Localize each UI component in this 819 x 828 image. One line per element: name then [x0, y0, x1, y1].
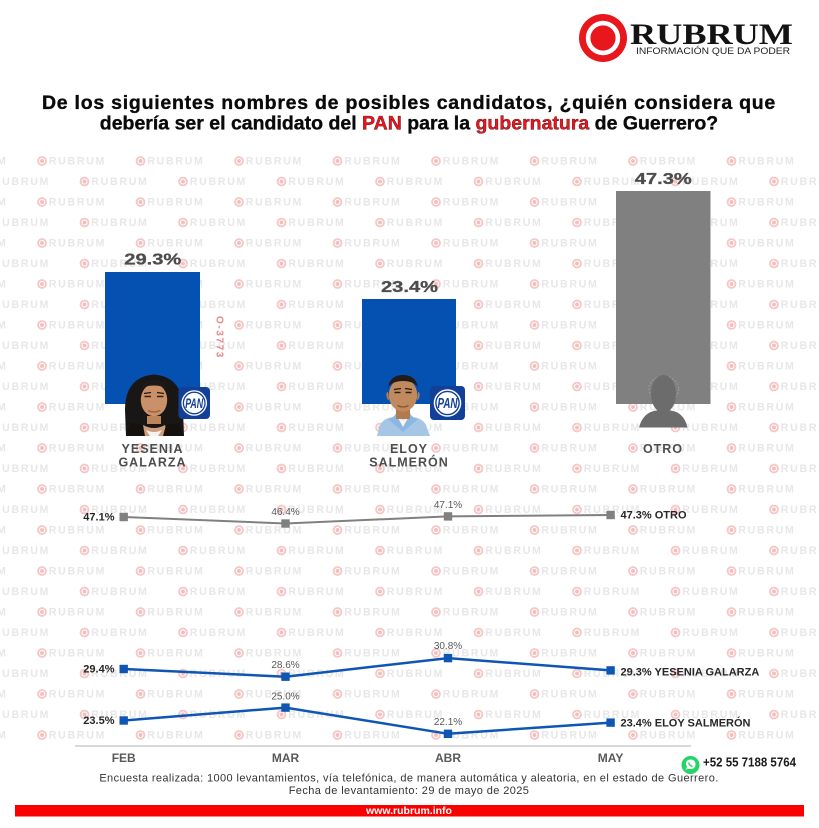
svg-text:Fecha de levantamiento: 29 de: Fecha de levantamiento: 29 de mayo de 20…	[289, 785, 530, 797]
svg-text:PAN: PAN	[438, 395, 459, 412]
svg-text:GALARZA: GALARZA	[118, 456, 186, 470]
svg-text:MAY: MAY	[598, 751, 624, 765]
svg-text:www.rubrum.info: www.rubrum.info	[365, 805, 452, 817]
svg-text:ELOY: ELOY	[390, 442, 428, 456]
svg-text:47.3% OTRO: 47.3% OTRO	[621, 510, 687, 522]
svg-text:YESENIA: YESENIA	[122, 442, 184, 456]
svg-text:30.8%: 30.8%	[434, 641, 462, 652]
svg-text:23.4% ELOY SALMERÓN: 23.4% ELOY SALMERÓN	[621, 717, 751, 730]
svg-text:debería ser el candidato del P: debería ser el candidato del PAN para la…	[100, 113, 718, 135]
svg-text:47.1%: 47.1%	[83, 512, 114, 524]
svg-text:Encuesta realizada: 1000 levan: Encuesta realizada: 1000 levantamientos,…	[99, 773, 718, 785]
svg-text:29.3% YESENIA GALARZA: 29.3% YESENIA GALARZA	[621, 666, 760, 678]
svg-text:29.3%: 29.3%	[124, 252, 181, 269]
svg-text:ABR: ABR	[435, 751, 461, 765]
svg-text:47.1%: 47.1%	[434, 500, 462, 511]
svg-text:OTRO: OTRO	[643, 442, 683, 456]
svg-text:De los siguientes nombres de p: De los siguientes nombres de posibles ca…	[42, 92, 776, 114]
svg-text:FEB: FEB	[112, 751, 136, 765]
svg-text:22.1%: 22.1%	[434, 717, 462, 728]
svg-text:29.4%: 29.4%	[83, 664, 114, 676]
svg-text:23.5%: 23.5%	[83, 715, 114, 727]
svg-text:PAN: PAN	[185, 395, 204, 411]
svg-text:MAR: MAR	[272, 751, 300, 765]
svg-text:23.4%: 23.4%	[381, 279, 438, 296]
svg-text:46.4%: 46.4%	[271, 507, 299, 518]
svg-text:SALMERÓN: SALMERÓN	[369, 455, 449, 470]
svg-text:25.0%: 25.0%	[271, 692, 299, 703]
svg-text:RUBRUM: RUBRUM	[630, 18, 793, 51]
svg-text:INFORMACIÓN QUE DA PODER: INFORMACIÓN QUE DA PODER	[636, 46, 791, 56]
svg-text:28.6%: 28.6%	[271, 660, 299, 671]
svg-text:O-3773: O-3773	[214, 316, 225, 359]
svg-text:47.3%: 47.3%	[635, 171, 692, 188]
svg-text:+52 55 7188 5764: +52 55 7188 5764	[703, 755, 797, 770]
